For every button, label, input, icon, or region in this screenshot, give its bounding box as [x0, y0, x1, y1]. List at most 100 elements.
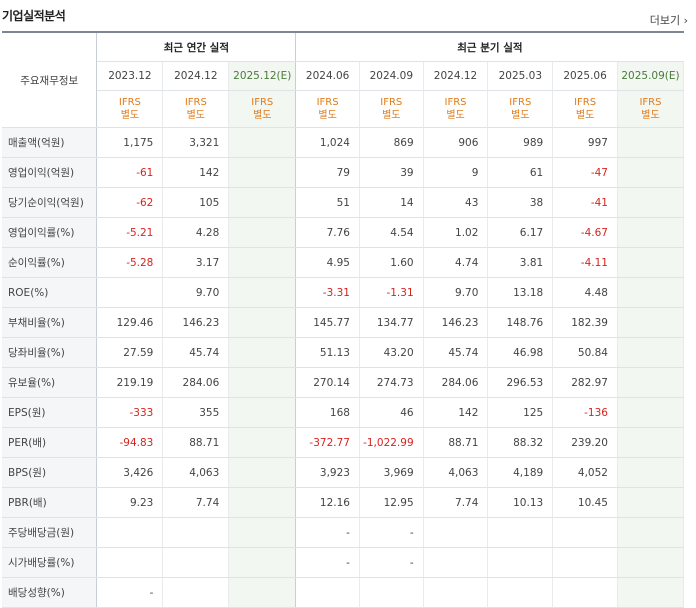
table-cell: 79: [295, 157, 360, 188]
ifrs-label: IFRS 별도: [423, 90, 489, 128]
table-cell: 61: [487, 157, 554, 188]
table-cell: [228, 517, 297, 548]
table-cell: 45.74: [162, 337, 230, 368]
table-cell: 46.98: [487, 337, 554, 368]
table-cell: 4,052: [552, 457, 618, 488]
period-header: 2025.06: [552, 61, 618, 91]
table-cell: 3.17: [162, 247, 230, 278]
table-cell: 12.95: [359, 487, 424, 518]
table-row: 당기순이익(억원) -62 105 51 14 43 38 -41: [2, 187, 685, 218]
table-row: 순이익률(%) -5.28 3.17 4.95 1.60 4.74 3.81 -4.11: [2, 247, 685, 278]
table-cell: [617, 367, 685, 398]
table-cell: 1,024: [295, 127, 360, 158]
table-cell: 51.13: [295, 337, 360, 368]
row-label: 부채비율(%): [2, 307, 98, 338]
table-cell: 3,969: [359, 457, 424, 488]
table-cell: 88.71: [162, 427, 230, 458]
table-row: BPS(원) 3,426 4,063 3,923 3,969 4,063 4,189 4,05…: [2, 457, 685, 488]
table-row: 부채비율(%) 129.46 146.23 145.77 134.77 146.23 148…: [2, 307, 685, 338]
period-header: 2023.12: [96, 61, 164, 91]
table-cell: 284.06: [423, 367, 489, 398]
table-cell: [617, 577, 685, 608]
table-cell: [228, 277, 297, 308]
row-label: 영업이익(억원): [2, 157, 98, 188]
table-cell: 43: [423, 187, 489, 218]
table-cell: [228, 367, 297, 398]
row-label: 시가배당률(%): [2, 547, 98, 578]
table-cell: [423, 517, 489, 548]
table-cell: -4.11: [552, 247, 618, 278]
table-row: 영업이익(억원) -61 142 79 39 9 61 -47: [2, 157, 685, 188]
table-cell: [96, 547, 164, 578]
row-label: BPS(원): [2, 457, 98, 488]
ifrs-label: IFRS 별도: [295, 90, 360, 128]
row-label: 배당성향(%): [2, 577, 98, 608]
table-cell: 4.74: [423, 247, 489, 278]
ifrs-label: IFRS 별도: [359, 90, 424, 128]
table-cell: [617, 487, 685, 518]
table-row: PBR(배) 9.23 7.74 12.16 12.95 7.74 10.13 10.45: [2, 487, 685, 518]
table-cell: -47: [552, 157, 618, 188]
table-cell: 145.77: [295, 307, 360, 338]
period-header: 2025.03: [487, 61, 554, 91]
table-cell: [617, 127, 685, 158]
table-cell: [228, 427, 297, 458]
table-cell: 3,923: [295, 457, 360, 488]
table-cell: 10.13: [487, 487, 554, 518]
section-title: 기업실적분석: [2, 9, 66, 23]
table-cell: [228, 187, 297, 218]
table-row: 주당배당금(원) - -: [2, 517, 685, 548]
table-cell: 284.06: [162, 367, 230, 398]
table-cell: [228, 577, 297, 608]
table-cell: 296.53: [487, 367, 554, 398]
table-cell: 7.74: [423, 487, 489, 518]
table-cell: 7.74: [162, 487, 230, 518]
table-cell: 989: [487, 127, 554, 158]
table-row: 시가배당률(%) - -: [2, 547, 685, 578]
table-cell: 997: [552, 127, 618, 158]
table-cell: -372.77: [295, 427, 360, 458]
table-cell: 105: [162, 187, 230, 218]
table-cell: -333: [96, 397, 164, 428]
table-cell: [423, 577, 489, 608]
table-cell: [617, 247, 685, 278]
table-cell: 142: [423, 397, 489, 428]
table-cell: [96, 517, 164, 548]
table-cell: [228, 337, 297, 368]
table-cell: 7.76: [295, 217, 360, 248]
table-cell: -136: [552, 397, 618, 428]
period-header: 2024.12: [162, 61, 230, 91]
table-cell: 6.17: [487, 217, 554, 248]
table-cell: 219.19: [96, 367, 164, 398]
table-cell: -41: [552, 187, 618, 218]
table-cell: 14: [359, 187, 424, 218]
table-cell: 142: [162, 157, 230, 188]
table-cell: [617, 307, 685, 338]
table-cell: 1,175: [96, 127, 164, 158]
table-row: 영업이익률(%) -5.21 4.28 7.76 4.54 1.02 6.17 -4.67: [2, 217, 685, 248]
ifrs-label: IFRS 별도: [228, 90, 297, 128]
table-cell: [617, 157, 685, 188]
table-cell: 4,063: [423, 457, 489, 488]
row-label: 당좌비율(%): [2, 337, 98, 368]
row-label: EPS(원): [2, 397, 98, 428]
row-label: 주당배당금(원): [2, 517, 98, 548]
table-cell: 38: [487, 187, 554, 218]
table-cell: [487, 517, 554, 548]
table-cell: 134.77: [359, 307, 424, 338]
table-row: 유보율(%) 219.19 284.06 270.14 274.73 284.06 296.…: [2, 367, 685, 398]
table-cell: [617, 337, 685, 368]
table-cell: 39: [359, 157, 424, 188]
table-cell: -4.67: [552, 217, 618, 248]
table-cell: -: [96, 577, 164, 608]
corner-label: 주요재무정보: [2, 31, 98, 128]
table-cell: 1.60: [359, 247, 424, 278]
table-cell: 3.81: [487, 247, 554, 278]
table-cell: [617, 427, 685, 458]
table-row: ROE(%) 9.70 -3.31 -1.31 9.70 13.18 4.48: [2, 277, 685, 308]
table-cell: [487, 577, 554, 608]
table-cell: 50.84: [552, 337, 618, 368]
table-cell: 9: [423, 157, 489, 188]
table-cell: [228, 157, 297, 188]
more-link[interactable]: 더보기 ›: [650, 12, 688, 28]
